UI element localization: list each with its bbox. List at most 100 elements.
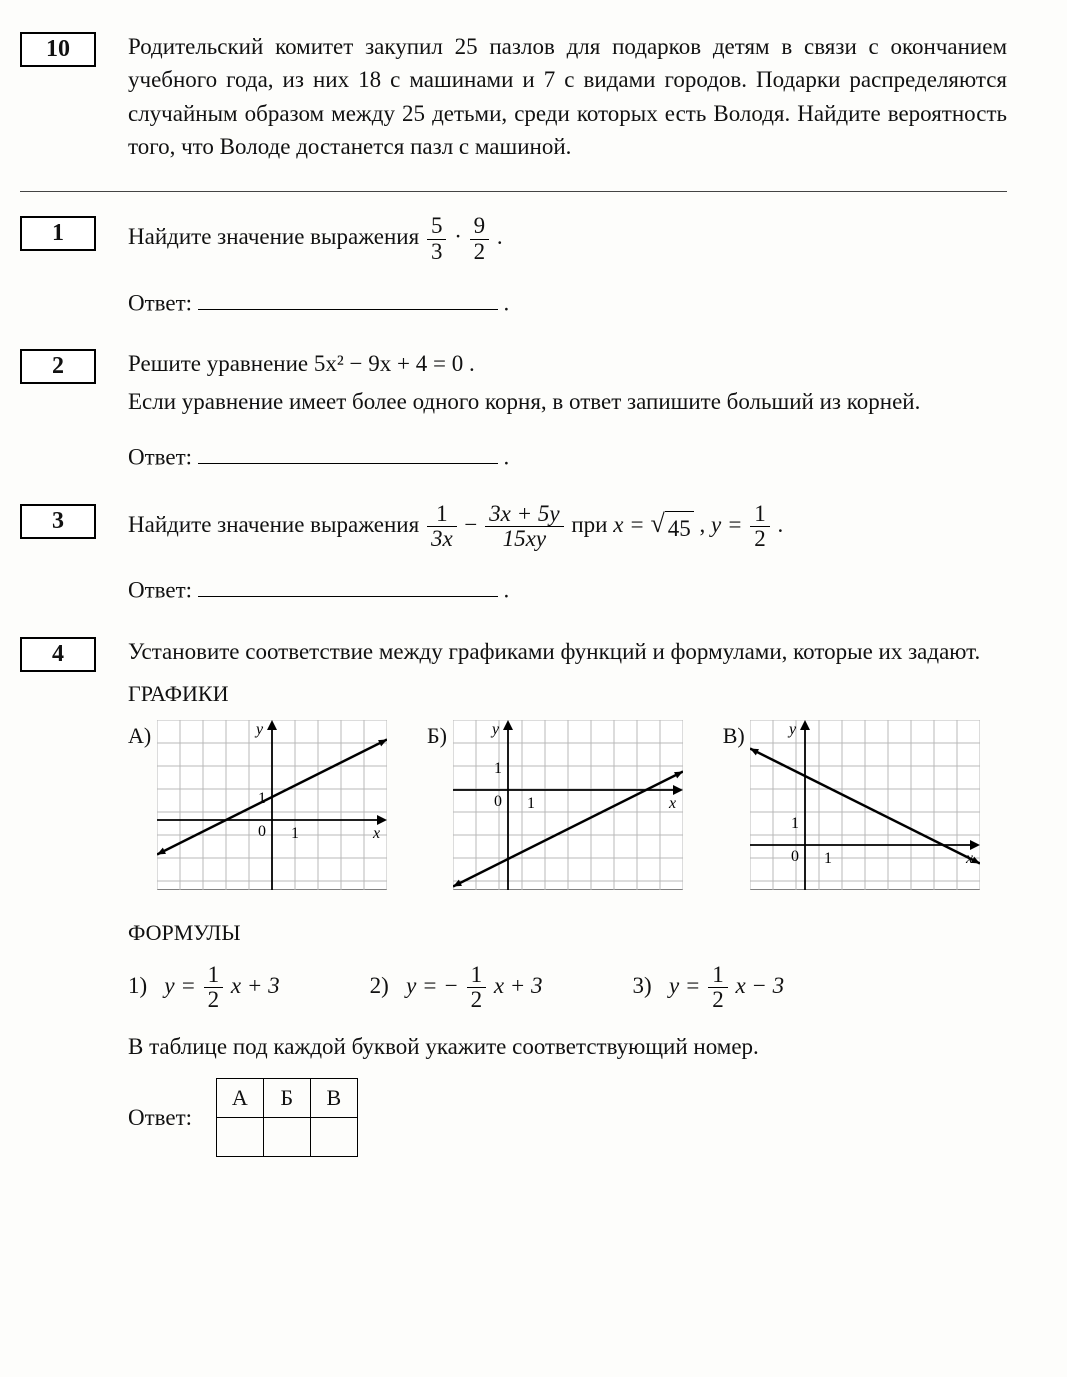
problem-number-box: 2 xyxy=(20,349,96,384)
formula-post: x + 3 xyxy=(494,973,543,998)
fraction-denominator: 15xy xyxy=(485,527,563,551)
problem-number-box: 4 xyxy=(20,637,96,672)
fraction: 5 3 xyxy=(427,214,447,263)
fraction-denominator: 3 xyxy=(427,240,447,264)
problem-2: 2 Решите уравнение 5x² − 9x + 4 = 0 . Ес… xyxy=(20,347,1007,473)
problem-10: 10 Родительский комитет закупил 25 пазло… xyxy=(20,30,1007,163)
formula-number: 2) xyxy=(370,973,389,998)
svg-text:x: x xyxy=(668,795,676,812)
prefix: Найдите значение выражения xyxy=(128,512,425,537)
svg-text:x: x xyxy=(372,825,380,842)
answer-label: Ответ: xyxy=(128,577,192,602)
svg-text:1: 1 xyxy=(291,825,299,842)
fraction-numerator: 1 xyxy=(427,502,457,527)
formula-post: x − 3 xyxy=(735,973,784,998)
svg-text:1: 1 xyxy=(527,795,535,812)
fraction: 1 3x xyxy=(427,502,457,551)
problem-4: 4 Установите соответствие между графикам… xyxy=(20,635,1007,1157)
svg-text:1: 1 xyxy=(494,760,502,777)
fraction-numerator: 5 xyxy=(427,214,447,239)
problem-body: Найдите значение выражения 5 3 · 9 2 . О… xyxy=(128,214,1007,319)
formulas-title: ФОРМУЛЫ xyxy=(128,917,1007,949)
graph-b: x y 0 1 1 xyxy=(453,720,683,890)
graphs-row: А) x y 0 1 1 Б) x y 0 1 1 В) x y 0 1 1 xyxy=(128,720,1007,899)
equation: 5x² − 9x + 4 = 0 xyxy=(314,351,463,376)
dot-operator: · xyxy=(454,224,462,249)
fraction: 1 2 xyxy=(467,963,487,1012)
answer-blank[interactable] xyxy=(198,284,498,310)
formula-3: 3) y = 1 2 x − 3 xyxy=(633,963,785,1012)
table-cell-a[interactable] xyxy=(216,1117,263,1156)
problem-text: Установите соответствие между графиками … xyxy=(128,635,1007,668)
answer-blank[interactable] xyxy=(198,571,498,597)
formula-post: x + 3 xyxy=(231,973,280,998)
formula-pre: y = xyxy=(164,973,201,998)
answer-row: Ответ: . xyxy=(128,571,1007,607)
fraction-denominator: 2 xyxy=(467,988,487,1012)
graph-a: xy011 xyxy=(157,720,387,890)
answer-table: А Б В xyxy=(216,1078,358,1157)
table-instruction: В таблице под каждой буквой укажите соот… xyxy=(128,1030,1007,1063)
table-header-a: А xyxy=(216,1078,263,1117)
problem-body: Решите уравнение 5x² − 9x + 4 = 0 . Если… xyxy=(128,347,1007,473)
graph-a-label: А) xyxy=(128,720,151,752)
fraction-denominator: 2 xyxy=(204,988,224,1012)
formula-pre: y = − xyxy=(406,973,459,998)
answer-label: Ответ: xyxy=(128,290,192,315)
fraction: 1 2 xyxy=(204,963,224,1012)
fraction: 1 2 xyxy=(708,963,728,1012)
formula-1: 1) y = 1 2 x + 3 xyxy=(128,963,280,1012)
sqrt: √ 45 xyxy=(650,511,693,545)
fraction: 3x + 5y 15xy xyxy=(485,502,563,551)
comma: , xyxy=(699,512,711,537)
svg-text:0: 0 xyxy=(494,793,502,810)
mid-text: при xyxy=(571,512,613,537)
svg-text:1: 1 xyxy=(791,815,799,832)
radicand: 45 xyxy=(665,511,694,545)
fraction-numerator: 1 xyxy=(708,963,728,988)
problem-body: Установите соответствие между графиками … xyxy=(128,635,1007,1157)
svg-text:y: y xyxy=(490,721,500,738)
table-cell-b[interactable] xyxy=(263,1117,310,1156)
minus: − xyxy=(464,512,483,537)
graph-b-label: Б) xyxy=(427,720,447,752)
svg-text:0: 0 xyxy=(791,848,799,865)
svg-text:y: y xyxy=(787,721,797,738)
problem-number-box: 1 xyxy=(20,216,96,251)
formula-number: 3) xyxy=(633,973,652,998)
fraction-denominator: 2 xyxy=(750,527,770,551)
problem-1: 1 Найдите значение выражения 5 3 · 9 2 .… xyxy=(20,214,1007,319)
formula-number: 1) xyxy=(128,973,147,998)
fraction-denominator: 3x xyxy=(427,527,457,551)
svg-text:y: y xyxy=(254,721,264,738)
formula-2: 2) y = − 1 2 x + 3 xyxy=(370,963,543,1012)
fraction-numerator: 1 xyxy=(750,502,770,527)
separator xyxy=(20,191,1007,192)
graph-b-block: Б) x y 0 1 1 xyxy=(427,720,683,899)
problem-text: Родительский комитет закупил 25 пазлов д… xyxy=(128,30,1007,163)
suffix: . xyxy=(777,512,783,537)
table-header-c: В xyxy=(310,1078,357,1117)
graph-c-block: В) xy011 xyxy=(723,720,981,899)
graph-c-label: В) xyxy=(723,720,745,752)
graphs-title: ГРАФИКИ xyxy=(128,678,1007,710)
problem-text-prefix: Найдите значение выражения xyxy=(128,224,425,249)
y-equals: y = xyxy=(711,512,748,537)
svg-text:1: 1 xyxy=(824,850,832,867)
radical-sign: √ xyxy=(650,511,664,537)
answer-label: Ответ: xyxy=(128,1104,192,1129)
problem-number-box: 10 xyxy=(20,32,96,67)
line1-suffix: . xyxy=(469,351,475,376)
worksheet-page: 10 Родительский комитет закупил 25 пазло… xyxy=(0,0,1067,1377)
answer-row: Ответ: . xyxy=(128,438,1007,474)
answer-label: Ответ: xyxy=(128,444,192,469)
x-equals: x = xyxy=(613,512,650,537)
suffix: . xyxy=(497,224,503,249)
table-cell-c[interactable] xyxy=(310,1117,357,1156)
fraction-numerator: 3x + 5y xyxy=(485,502,563,527)
problem-3: 3 Найдите значение выражения 1 3x − 3x +… xyxy=(20,502,1007,607)
answer-blank[interactable] xyxy=(198,438,498,464)
fraction-denominator: 2 xyxy=(470,240,490,264)
line2: Если уравнение имеет более одного корня,… xyxy=(128,385,1007,418)
answer-table-row: Ответ: А Б В xyxy=(128,1078,1007,1157)
